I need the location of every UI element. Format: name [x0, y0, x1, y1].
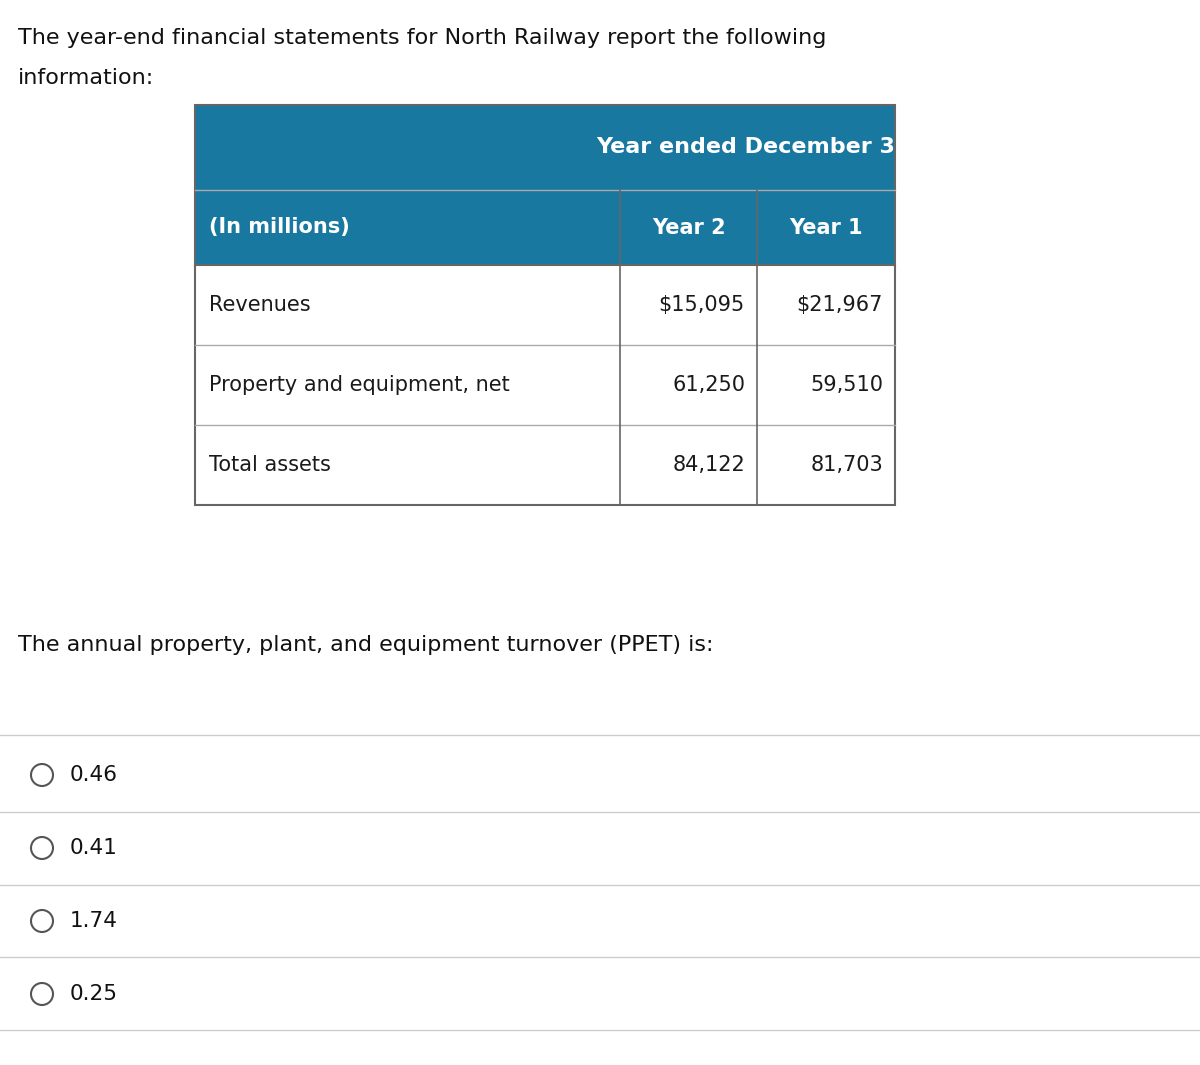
Text: 0.41: 0.41 [70, 838, 118, 858]
Text: Revenues: Revenues [209, 295, 311, 315]
Bar [194, 265, 895, 505]
Text: 0.46: 0.46 [70, 765, 118, 785]
Text: The annual property, plant, and equipment turnover (PPET) is:: The annual property, plant, and equipmen… [18, 635, 714, 655]
Text: 1.74: 1.74 [70, 911, 118, 931]
Text: 0.25: 0.25 [70, 984, 118, 1004]
Bar [194, 105, 895, 190]
Text: Year 2: Year 2 [652, 217, 725, 237]
Text: Total assets: Total assets [209, 455, 331, 475]
Text: 84,122: 84,122 [672, 455, 745, 475]
Text: 61,250: 61,250 [672, 375, 745, 395]
Text: (In millions): (In millions) [209, 217, 349, 237]
Text: $15,095: $15,095 [659, 295, 745, 315]
Text: Property and equipment, net: Property and equipment, net [209, 375, 510, 395]
Text: information:: information: [18, 68, 155, 88]
Text: Year ended December 31,: Year ended December 31, [596, 137, 919, 158]
Bar [194, 190, 895, 265]
Text: 81,703: 81,703 [810, 455, 883, 475]
Text: $21,967: $21,967 [797, 295, 883, 315]
Text: 59,510: 59,510 [810, 375, 883, 395]
Text: Year 1: Year 1 [790, 217, 863, 237]
Text: The year-end financial statements for North Railway report the following: The year-end financial statements for No… [18, 28, 827, 48]
Bar [194, 105, 895, 505]
